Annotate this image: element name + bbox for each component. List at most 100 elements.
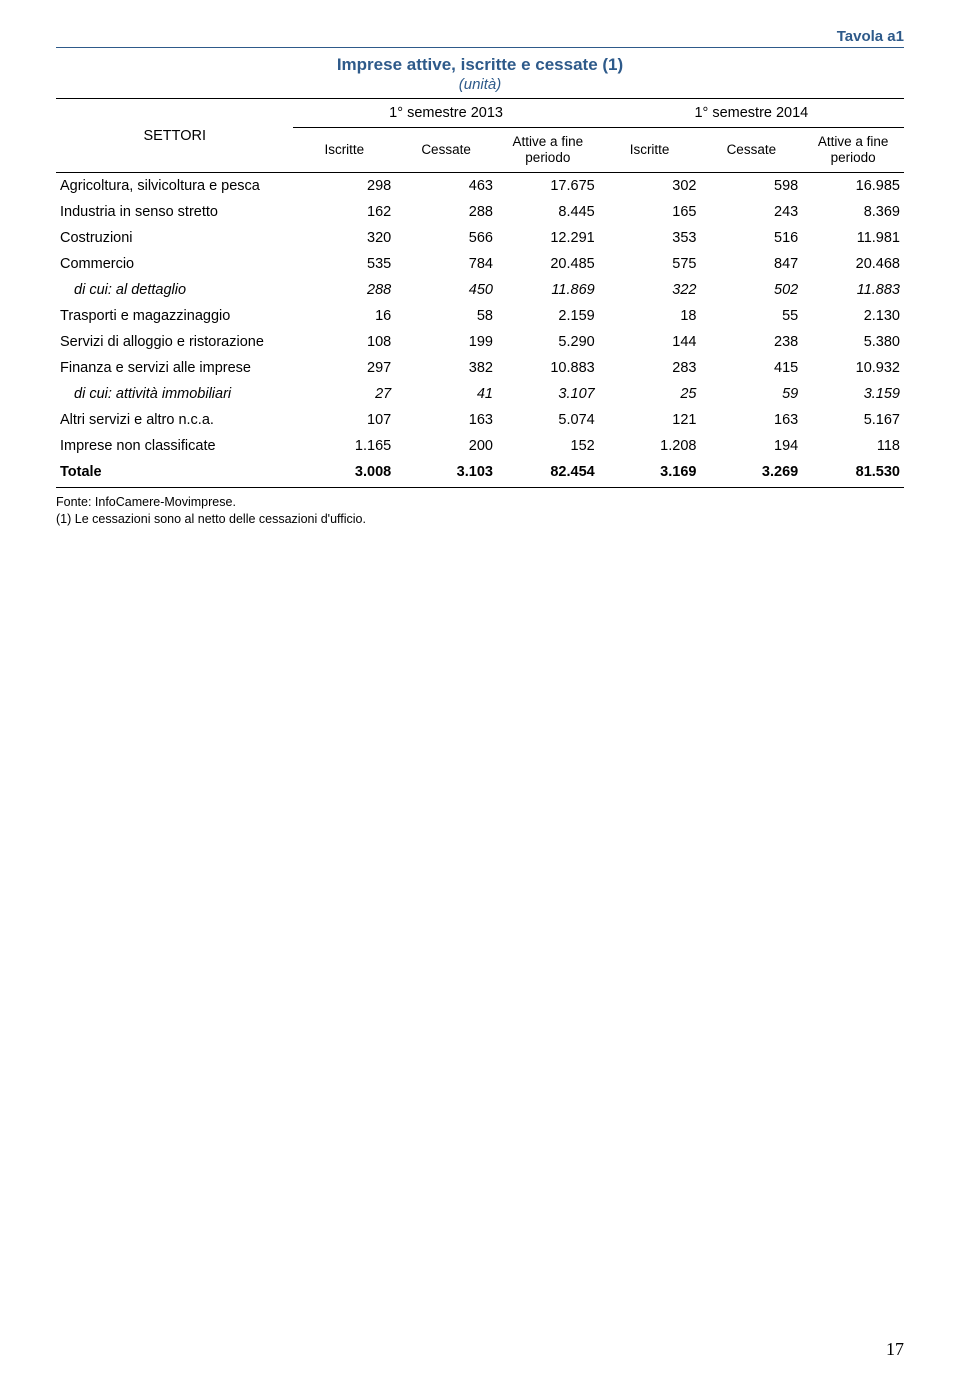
col-group-2014: 1° semestre 2014 (599, 99, 904, 128)
cell-value: 8.445 (497, 199, 599, 225)
cell-value: 382 (395, 355, 497, 381)
cell-value: 108 (293, 329, 395, 355)
cell-value: 11.883 (802, 277, 904, 303)
cell-value: 320 (293, 225, 395, 251)
cell-value: 58 (395, 303, 497, 329)
cell-value: 59 (700, 381, 802, 407)
row-label: Finanza e servizi alle imprese (56, 355, 293, 381)
cell-value: 199 (395, 329, 497, 355)
table-row: Trasporti e magazzinaggio16582.15918552.… (56, 303, 904, 329)
cell-value: 535 (293, 251, 395, 277)
table-row: di cui: al dettaglio28845011.86932250211… (56, 277, 904, 303)
cell-value: 163 (700, 407, 802, 433)
cell-value: 415 (700, 355, 802, 381)
col-settori: SETTORI (56, 99, 293, 173)
cell-value: 17.675 (497, 173, 599, 200)
cell-value: 10.883 (497, 355, 599, 381)
cell-value: 162 (293, 199, 395, 225)
cell-value: 11.981 (802, 225, 904, 251)
cell-value: 3.008 (293, 459, 395, 488)
cell-value: 144 (599, 329, 701, 355)
cell-value: 3.169 (599, 459, 701, 488)
cell-value: 152 (497, 433, 599, 459)
footnote-line: (1) Le cessazioni sono al netto delle ce… (56, 511, 904, 528)
cell-value: 463 (395, 173, 497, 200)
cell-value: 3.269 (700, 459, 802, 488)
cell-value: 297 (293, 355, 395, 381)
title-main: Imprese attive, iscritte e cessate (1) (56, 54, 904, 76)
cell-value: 2.159 (497, 303, 599, 329)
cell-value: 81.530 (802, 459, 904, 488)
page: Tavola a1 Imprese attive, iscritte e ces… (0, 0, 960, 1390)
cell-value: 194 (700, 433, 802, 459)
data-table: SETTORI 1° semestre 2013 1° semestre 201… (56, 98, 904, 488)
table-row: Servizi di alloggio e ristorazione108199… (56, 329, 904, 355)
cell-value: 3.159 (802, 381, 904, 407)
page-number: 17 (886, 1339, 904, 1360)
cell-value: 5.290 (497, 329, 599, 355)
cell-value: 200 (395, 433, 497, 459)
cell-value: 10.932 (802, 355, 904, 381)
cell-value: 5.167 (802, 407, 904, 433)
cell-value: 8.369 (802, 199, 904, 225)
cell-value: 118 (802, 433, 904, 459)
row-label: Costruzioni (56, 225, 293, 251)
col-attive-2013: Attive a fineperiodo (497, 128, 599, 173)
cell-value: 502 (700, 277, 802, 303)
table-row: Agricoltura, silvicoltura e pesca2984631… (56, 173, 904, 200)
cell-value: 16 (293, 303, 395, 329)
row-label: Imprese non classificate (56, 433, 293, 459)
cell-value: 12.291 (497, 225, 599, 251)
cell-value: 288 (293, 277, 395, 303)
row-label: Agricoltura, silvicoltura e pesca (56, 173, 293, 200)
title-block: Imprese attive, iscritte e cessate (1) (… (56, 54, 904, 94)
cell-value: 566 (395, 225, 497, 251)
cell-value: 11.869 (497, 277, 599, 303)
cell-value: 3.103 (395, 459, 497, 488)
col-cessate-2013: Cessate (395, 128, 497, 173)
cell-value: 353 (599, 225, 701, 251)
cell-value: 3.107 (497, 381, 599, 407)
row-label: Commercio (56, 251, 293, 277)
table-head: SETTORI 1° semestre 2013 1° semestre 201… (56, 99, 904, 173)
cell-value: 2.130 (802, 303, 904, 329)
cell-value: 55 (700, 303, 802, 329)
cell-value: 41 (395, 381, 497, 407)
cell-value: 18 (599, 303, 701, 329)
cell-value: 283 (599, 355, 701, 381)
row-label: Industria in senso stretto (56, 199, 293, 225)
table-row: Altri servizi e altro n.c.a.1071635.0741… (56, 407, 904, 433)
cell-value: 516 (700, 225, 802, 251)
cell-value: 121 (599, 407, 701, 433)
row-label: Trasporti e magazzinaggio (56, 303, 293, 329)
table-row: Finanza e servizi alle imprese29738210.8… (56, 355, 904, 381)
table-row: Costruzioni32056612.29135351611.981 (56, 225, 904, 251)
cell-value: 288 (395, 199, 497, 225)
footnotes: Fonte: InfoCamere-Movimprese. (1) Le ces… (56, 494, 904, 528)
cell-value: 322 (599, 277, 701, 303)
cell-value: 5.074 (497, 407, 599, 433)
title-sub: (unità) (56, 76, 904, 94)
cell-value: 298 (293, 173, 395, 200)
cell-value: 302 (599, 173, 701, 200)
cell-value: 450 (395, 277, 497, 303)
cell-value: 784 (395, 251, 497, 277)
footnote-line: Fonte: InfoCamere-Movimprese. (56, 494, 904, 511)
row-label: Altri servizi e altro n.c.a. (56, 407, 293, 433)
cell-value: 575 (599, 251, 701, 277)
cell-value: 243 (700, 199, 802, 225)
cell-value: 165 (599, 199, 701, 225)
row-label: di cui: attività immobiliari (56, 381, 293, 407)
table-row: Commercio53578420.48557584720.468 (56, 251, 904, 277)
cell-value: 5.380 (802, 329, 904, 355)
table-row: di cui: attività immobiliari27413.107255… (56, 381, 904, 407)
table-row: Industria in senso stretto1622888.445165… (56, 199, 904, 225)
col-attive-2014: Attive a fineperiodo (802, 128, 904, 173)
cell-value: 20.485 (497, 251, 599, 277)
col-group-2013: 1° semestre 2013 (293, 99, 598, 128)
table-body: Agricoltura, silvicoltura e pesca2984631… (56, 173, 904, 488)
cell-value: 25 (599, 381, 701, 407)
col-iscritte-2014: Iscritte (599, 128, 701, 173)
cell-value: 16.985 (802, 173, 904, 200)
row-label: Servizi di alloggio e ristorazione (56, 329, 293, 355)
